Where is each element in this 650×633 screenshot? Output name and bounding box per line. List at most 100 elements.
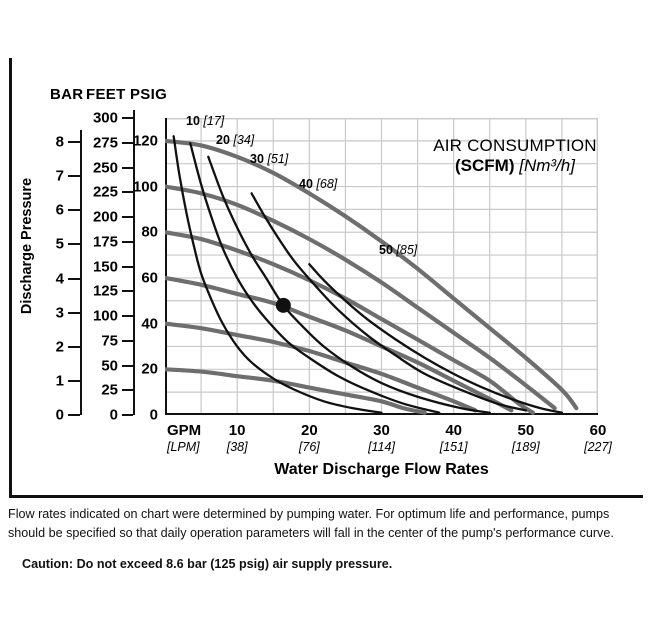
pressure-curve-air-supply-120-psig (165, 138, 579, 411)
frame-left-rule (9, 58, 12, 498)
psig-scale-tick-label: 0 (149, 406, 158, 424)
curve-label-40-value: 40 (299, 177, 313, 191)
pressure-curve-air-supply-60-psig (165, 275, 514, 413)
feet-scale-tick-label: 225 (92, 183, 118, 201)
air-consumption-curves (172, 135, 564, 414)
x-tick-gpm: 20 (300, 422, 318, 439)
psig-scale-tick-label: 80 (141, 223, 158, 241)
feet-axis: 300 275 250 225 200 175 150 125 100 75 50 25 0 (84, 109, 135, 424)
bar-axis-header: BAR (50, 86, 84, 103)
x-axis-unit-lpm: [LPM] (167, 440, 200, 454)
bar-scale-tick-label: 0 (55, 406, 64, 424)
bar-scale-tick (68, 311, 80, 314)
feet-scale-tick (122, 290, 133, 293)
bar-scale-tick (68, 379, 80, 382)
feet-scale-spine (133, 110, 135, 415)
x-axis-tick-10: 10 [38] (227, 422, 248, 454)
pressure-curves (165, 138, 579, 415)
x-tick-lpm: [227] (584, 440, 612, 454)
feet-scale-tick (122, 216, 133, 218)
x-tick-gpm: 60 (589, 422, 607, 439)
psig-scale-tick-label: 40 (141, 315, 158, 333)
x-axis-title: Water Discharge Flow Rates (274, 461, 489, 478)
x-tick-lpm: [76] (298, 440, 320, 454)
x-axis-tick-50: 50 [189] (512, 422, 540, 454)
x-tick-lpm: [114] (368, 440, 395, 454)
curve-label-30-value: 30 (250, 152, 264, 166)
curve-label-10-scfm: 10 [17] (186, 114, 224, 128)
feet-scale-tick-label: 25 (101, 381, 118, 399)
feet-scale-tick-label: 150 (92, 258, 118, 275)
feet-scale-tick (122, 339, 133, 342)
air-curve-40-scfm-68-nm-h- (250, 192, 527, 412)
feet-scale-tick-label: 175 (92, 233, 118, 251)
x-tick-lpm: [189] (511, 440, 540, 454)
caution-text: Caution: Do not exceed 8.6 bar (125 psig… (22, 557, 393, 571)
bar-scale-tick (68, 141, 80, 143)
air-consumption-metric: [Nm³/h] (519, 155, 575, 175)
feet-scale-tick-label: 100 (92, 307, 118, 325)
footnote-text: Flow rates indicated on chart were deter… (8, 507, 614, 540)
x-axis-unit-label: GPM [LPM] (167, 422, 201, 454)
y-axis-title: Discharge Pressure (19, 177, 35, 315)
x-axis-tick-30: 30 [114] (368, 422, 395, 454)
feet-scale-tick (122, 315, 133, 317)
air-consumption-title: AIR CONSUMPTION (433, 136, 597, 155)
curve-label-10-metric: [17] (203, 114, 225, 128)
x-tick-gpm: 50 (517, 422, 535, 439)
x-axis-tick-60: 60 [227] (584, 422, 612, 454)
x-tick-lpm: [151] (439, 440, 468, 454)
bar-scale-tick-label: 3 (55, 304, 64, 322)
x-tick-lpm: [38] (226, 440, 248, 454)
curve-label-50-value: 50 (379, 243, 393, 257)
feet-scale-tick (122, 414, 133, 416)
air-curve-20-scfm-34-nm-h- (189, 141, 441, 414)
psig-scale-tick-label: 120 (132, 132, 158, 150)
pressure-curve-air-supply-80-psig (165, 230, 536, 415)
bar-scale-tick-label: 6 (55, 201, 64, 219)
curve-label-30-metric: [51] (267, 152, 289, 166)
curve-label-20-value: 20 (216, 133, 230, 147)
x-axis-unit-gpm: GPM (167, 422, 202, 439)
feet-scale-tick-label: 50 (101, 357, 118, 374)
bar-scale-tick-label: 1 (55, 372, 64, 390)
psig-axis-header: PSIG (130, 86, 168, 103)
x-axis-tick-20: 20 [76] (299, 422, 320, 454)
pressure-curve-air-supply-100-psig (165, 184, 557, 411)
psig-scale-tick-label: 20 (141, 360, 158, 378)
frame-bottom-rule (9, 495, 643, 498)
feet-scale-tick (122, 389, 133, 392)
feet-scale-tick (122, 191, 133, 194)
feet-scale-tick-label: 75 (101, 332, 118, 350)
air-consumption-legend: AIR CONSUMPTION (SCFM) [Nm³/h] (425, 136, 605, 176)
bar-scale-tick-label: 5 (55, 235, 64, 253)
air-consumption-scfm: (SCFM) (455, 155, 515, 175)
feet-scale-tick-label: 125 (92, 282, 118, 300)
x-axis-tick-40: 40 [151] (440, 422, 468, 454)
x-tick-gpm: 40 (445, 422, 462, 439)
curve-label-40-scfm: 40 [68] (299, 177, 337, 191)
air-curve-50-scfm-85-nm-h- (308, 263, 564, 414)
psig-scale-tick-label: 100 (132, 178, 158, 196)
chart-svg (165, 118, 598, 415)
bar-scale-tick (68, 277, 80, 280)
feet-scale-tick (122, 240, 133, 243)
psig-axis: 120 100 80 60 40 20 0 (128, 130, 164, 423)
bar-scale-tick (68, 209, 80, 212)
feet-scale-tick (122, 166, 133, 169)
performance-chart-plot[interactable] (165, 118, 598, 415)
air-curve-30-scfm-51-nm-h- (207, 155, 491, 414)
bar-scale-tick-label: 8 (55, 133, 64, 151)
bar-scale-tick-label: 7 (55, 167, 64, 185)
operating-point-marker (275, 297, 291, 313)
bar-scale-tick (68, 175, 80, 178)
feet-scale-tick-label: 250 (92, 159, 118, 176)
feet-scale-tick-label: 200 (92, 208, 118, 226)
bar-scale-tick-label: 2 (55, 338, 64, 356)
curve-label-20-metric: [34] (233, 133, 255, 147)
feet-scale-tick (122, 265, 133, 268)
feet-scale-tick-label: 300 (92, 109, 118, 127)
x-tick-gpm: 30 (373, 422, 390, 439)
bar-scale-tick-label: 4 (55, 270, 64, 287)
feet-scale-tick (122, 364, 133, 367)
